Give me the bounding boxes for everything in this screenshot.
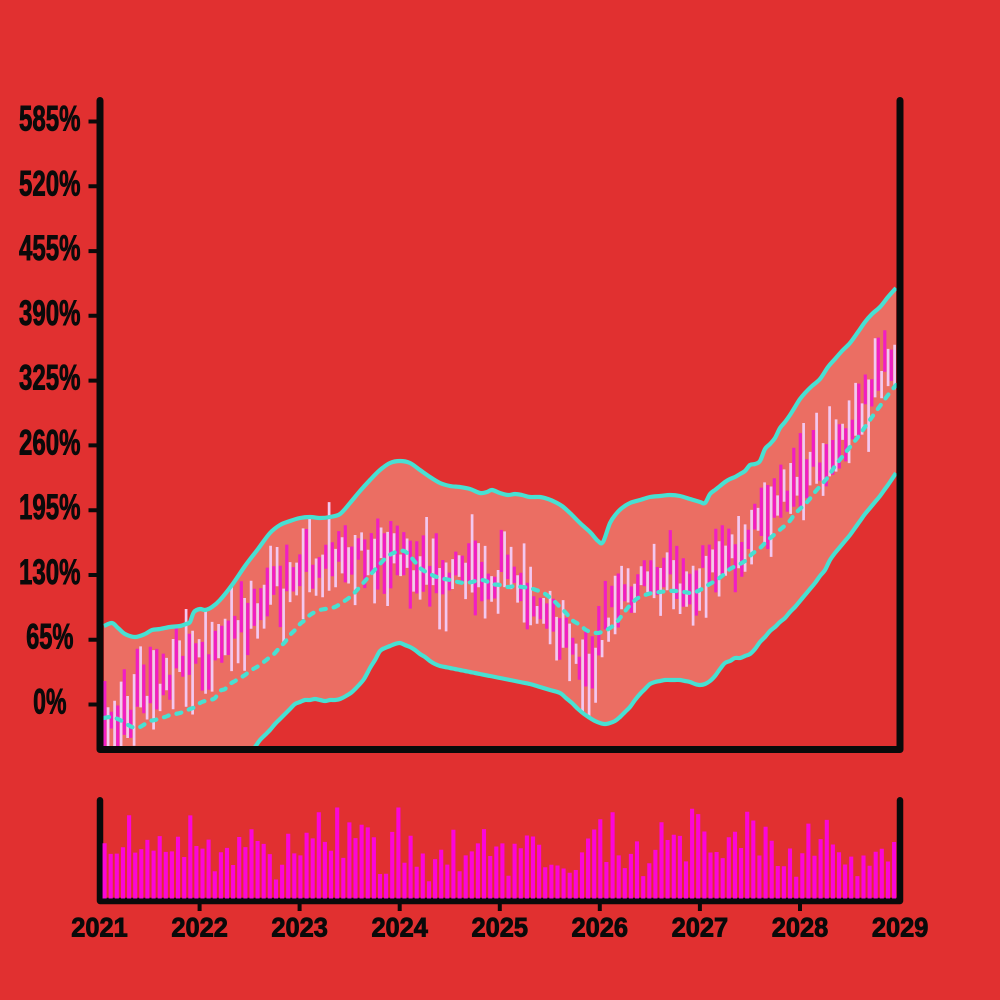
svg-text:585%: 585% bbox=[19, 100, 81, 139]
svg-text:2029: 2029 bbox=[872, 913, 929, 943]
svg-text:2021: 2021 bbox=[71, 913, 128, 943]
svg-text:130%: 130% bbox=[19, 553, 81, 592]
svg-text:260%: 260% bbox=[19, 423, 81, 462]
svg-text:325%: 325% bbox=[19, 359, 81, 398]
svg-text:2028: 2028 bbox=[772, 913, 829, 943]
svg-text:2026: 2026 bbox=[572, 913, 629, 943]
svg-text:0%: 0% bbox=[33, 683, 66, 722]
svg-text:2023: 2023 bbox=[271, 913, 328, 943]
svg-text:65%: 65% bbox=[26, 618, 73, 657]
svg-text:2022: 2022 bbox=[171, 913, 228, 943]
svg-text:2024: 2024 bbox=[371, 913, 428, 943]
svg-text:2025: 2025 bbox=[472, 913, 529, 943]
svg-text:520%: 520% bbox=[19, 164, 81, 203]
svg-text:2027: 2027 bbox=[672, 913, 729, 943]
svg-text:390%: 390% bbox=[19, 294, 81, 333]
svg-text:455%: 455% bbox=[19, 229, 81, 268]
svg-text:195%: 195% bbox=[19, 488, 81, 527]
